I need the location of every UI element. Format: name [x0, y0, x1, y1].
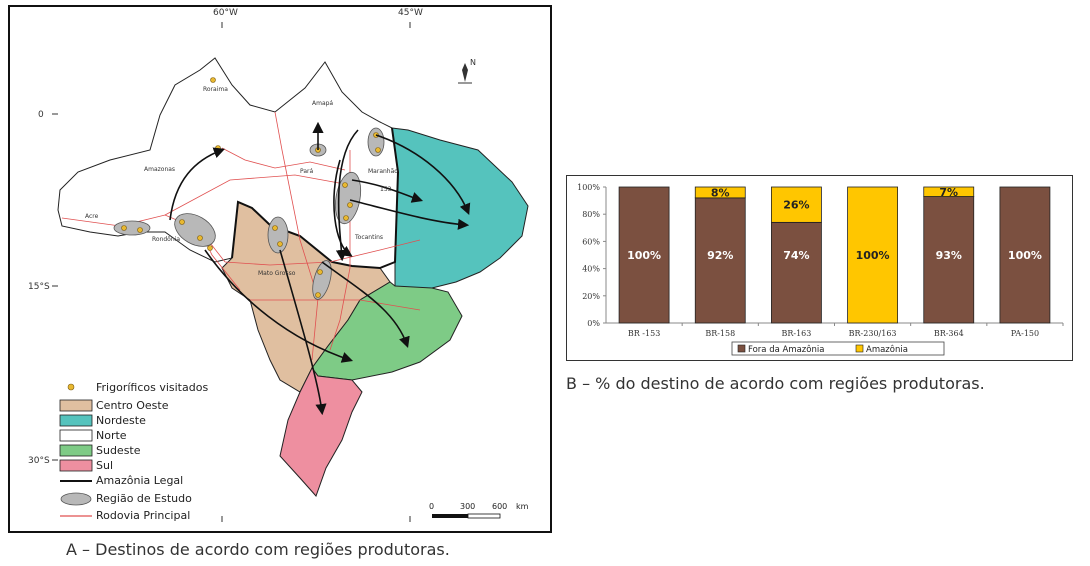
legend-symbols [59, 383, 93, 517]
data-label: 100% [1008, 249, 1042, 262]
lat-label-15s: 15°S [28, 282, 50, 292]
legend-label-amazonia-legal: Amazônia Legal [96, 474, 184, 487]
flow-arrows [169, 121, 471, 416]
legend-label: Amazônia [866, 344, 908, 355]
data-label: 100% [856, 249, 890, 262]
bar-segment [771, 186, 822, 223]
data-label: 74% [783, 249, 809, 262]
legend-swatch [855, 344, 864, 353]
scale-bar [432, 513, 501, 519]
legend-label: Fora da Amazônia [748, 344, 824, 355]
state-label-para: Pará [300, 168, 314, 175]
legend-label-norte: Norte [96, 429, 127, 442]
x-tick-label: BR-163 [781, 329, 811, 338]
north-arrow-icon [462, 63, 468, 82]
lon-label-60w: 60°W [213, 8, 238, 18]
x-tick-label: PA-150 [1011, 329, 1039, 338]
bar-segment [847, 186, 898, 324]
state-label-rondonia: Rondônia [152, 236, 180, 243]
state-label-amapa: Amapá [312, 100, 334, 107]
data-label: 100% [627, 249, 661, 262]
bar-segment [618, 186, 670, 324]
brazil-map [52, 22, 529, 522]
y-tick-label: 100% [577, 183, 600, 192]
slaughterhouse-dots [121, 77, 381, 298]
legend-label-sudeste: Sudeste [96, 444, 141, 457]
region-sul [279, 367, 363, 497]
legend-swatch [737, 344, 746, 353]
y-tick-label: 60% [582, 237, 600, 246]
x-tick-label: BR -153 [628, 329, 660, 338]
lat-label-30s: 30°S [28, 456, 50, 466]
y-tick-label: 40% [582, 265, 600, 274]
highway-label: 153 [380, 186, 392, 193]
region-norte [57, 57, 399, 269]
x-tick-label: BR-364 [934, 329, 964, 338]
state-label-amazonas: Amazonas [144, 166, 176, 173]
legend-label-sul: Sul [96, 459, 114, 472]
state-label-maranhao: Maranhão [368, 168, 398, 175]
state-label-mato-grosso: Mato Grosso [258, 270, 296, 277]
lon-label-45w: 45°W [398, 8, 423, 18]
bar-segment [999, 186, 1051, 324]
study-regions [113, 127, 385, 300]
amazonia-legal-line [231, 127, 400, 270]
y-tick-label: 20% [582, 292, 600, 301]
x-tick-label: BR-158 [705, 329, 735, 338]
state-label-tocantins: Tocantins [355, 234, 384, 241]
scale-label-0: 0 [429, 502, 435, 511]
map-caption: A – Destinos de acordo com regiões produ… [66, 540, 450, 559]
data-label: 7% [939, 186, 958, 199]
y-tick-label: 0% [587, 319, 600, 328]
data-label: 93% [936, 249, 962, 262]
data-label: 8% [711, 186, 730, 199]
bar-segment [694, 197, 746, 324]
chart-caption: B – % do destino de acordo com regiões p… [566, 374, 985, 393]
bar-segment [771, 221, 822, 324]
stacked-bar-chart: 0% 20% 40% 60% 80% 100% 100% BR -153 92% 8% BR-158… [577, 183, 1064, 356]
scale-label-300: 300 [460, 502, 476, 511]
bar-segment [694, 186, 746, 199]
x-tick-label: BR-230/163 [849, 329, 897, 338]
legend-box [731, 341, 945, 356]
legend-label-centro-oeste: Centro Oeste [96, 399, 169, 412]
data-label: 26% [783, 199, 809, 212]
y-tick-label: 80% [582, 210, 600, 219]
legend-label-rodovia: Rodovia Principal [96, 509, 191, 522]
scale-label-600: 600 [492, 502, 508, 511]
scale-label-km: km [516, 502, 529, 511]
bar-segment [923, 186, 975, 197]
state-label-acre: Acre [85, 213, 99, 220]
lat-label-0: 0 [38, 110, 44, 120]
legend-label-nordeste: Nordeste [96, 414, 146, 427]
data-label: 92% [707, 249, 733, 262]
state-label-roraima: Roraima [203, 86, 228, 93]
legend-label-frigorificos: Frigoríficos visitados [96, 381, 209, 394]
north-label: N [470, 58, 476, 67]
legend-label-regiao-estudo: Região de Estudo [96, 492, 192, 505]
